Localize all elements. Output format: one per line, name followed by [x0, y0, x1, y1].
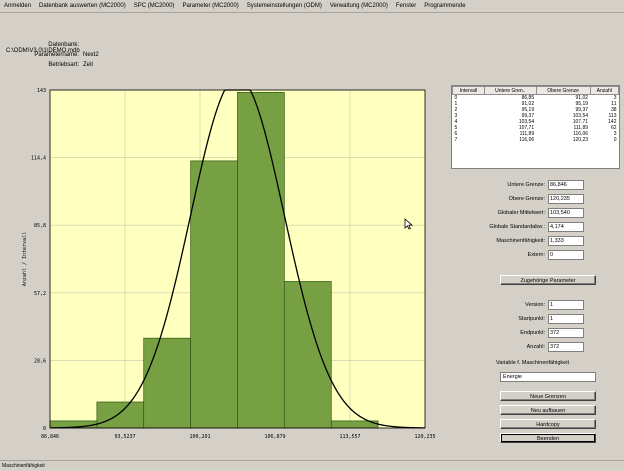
- mode-info: Betriebsart: Zeit: [6, 62, 136, 68]
- menu-spc[interactable]: SPC (MC2000): [130, 3, 179, 9]
- table-cell: 7: [453, 137, 485, 143]
- close-button[interactable]: Beenden: [500, 433, 596, 443]
- menu-anmelden[interactable]: Anmelden: [0, 3, 35, 9]
- menu-verwaltung[interactable]: Verwaltung (MC2000): [326, 3, 392, 9]
- menu-bar: Anmelden Datenbank auswerten (MC2000) SP…: [0, 0, 624, 13]
- machine-capability-row: Maschinenfähigkeit: 1,333: [460, 236, 620, 246]
- table-header-cell[interactable]: Intervall: [453, 87, 485, 95]
- mode-label: Betriebsart:: [6, 62, 79, 68]
- external-field[interactable]: 0: [548, 250, 584, 260]
- startpoint-field[interactable]: 1: [548, 314, 584, 324]
- y-tick-labels: 0 28,6 57,2 85,8 114,4 143: [31, 88, 46, 432]
- version-row: Version: 1: [460, 300, 620, 310]
- x-tick-label: 86,846: [41, 434, 59, 440]
- global-mean-label: Globaler Mittelwert:: [460, 210, 548, 216]
- histogram-bar: [144, 338, 191, 428]
- external-label: Extern:: [460, 252, 548, 258]
- menu-parameter[interactable]: Parameter (MC2000): [178, 3, 242, 9]
- global-mean-field[interactable]: 103,540: [548, 208, 584, 218]
- global-mean-row: Globaler Mittelwert: 103,540: [460, 208, 620, 218]
- table-cell: 116,06: [484, 137, 536, 143]
- table-header: Intervall Untere Gren.. Obere Grenze Anzahl: [453, 87, 619, 95]
- histogram-bar: [97, 402, 144, 428]
- startpoint-row: Startpunkt: 1: [460, 314, 620, 324]
- table-header-cell[interactable]: Obere Grenze: [536, 87, 590, 95]
- x-tick-label: 93,5237: [114, 434, 135, 440]
- y-tick-label: 114,4: [31, 156, 46, 162]
- lower-limit-row: Untere Grenze: 86,846: [460, 180, 620, 190]
- endpoint-field[interactable]: 372: [548, 328, 584, 338]
- endpoint-row: Endpunkt: 372: [460, 328, 620, 338]
- parameter-label: Parametername:: [6, 52, 79, 58]
- global-std-label: Globale Standardabw.:: [460, 224, 548, 230]
- histogram-bar: [191, 161, 238, 428]
- table-row[interactable]: 7 116,06 120,23 0: [453, 137, 619, 143]
- table-cell: 120,23: [536, 137, 590, 143]
- startpoint-label: Startpunkt:: [460, 316, 548, 322]
- count-label: Anzahl:: [460, 344, 548, 350]
- global-std-row: Globale Standardabw.: 4,174: [460, 222, 620, 232]
- y-axis-label: Anzahl / Intervall: [22, 232, 28, 286]
- upper-limit-row: Obere Grenze: 120,235: [460, 194, 620, 204]
- menu-fenster[interactable]: Fenster: [392, 3, 420, 9]
- y-tick-label: 85,8: [34, 223, 46, 229]
- related-parameters-button[interactable]: Zugehörige Parameter: [500, 275, 596, 285]
- table-header-cell[interactable]: Anzahl: [590, 87, 618, 95]
- global-std-field[interactable]: 4,174: [548, 222, 584, 232]
- menu-datenbank-auswerten[interactable]: Datenbank auswerten (MC2000): [35, 3, 130, 9]
- interval-table[interactable]: Intervall Untere Gren.. Obere Grenze Anzahl…: [451, 85, 620, 169]
- version-label: Version:: [460, 302, 548, 308]
- lower-limit-field[interactable]: 86,846: [548, 180, 584, 190]
- parameter-info: Parametername: Next2: [6, 52, 136, 58]
- x-tick-label: 100,201: [189, 434, 210, 440]
- menu-programmende[interactable]: Programmende: [420, 3, 469, 9]
- y-tick-label: 57,2: [34, 291, 46, 297]
- y-tick-label: 28,6: [34, 358, 46, 364]
- external-row: Extern: 0: [460, 250, 620, 260]
- y-tick-label: 0: [43, 426, 46, 432]
- mouse-pointer-icon: [404, 218, 413, 230]
- table-cell: 0: [590, 137, 618, 143]
- x-tick-label: 113,557: [339, 434, 360, 440]
- table-body: 0 86,85 91,02 3 1 91,02 95,19 11 2 95,19 99,37 38 3 9…: [453, 95, 619, 144]
- x-tick-label: 120,235: [414, 434, 435, 440]
- histogram-chart: 0 28,6 57,2 85,8 114,4 143 86,846 93,5237 100,2…: [0, 80, 445, 450]
- x-tick-label: 106,879: [264, 434, 285, 440]
- upper-limit-field[interactable]: 120,235: [548, 194, 584, 204]
- new-limits-button[interactable]: Neue Grenzen: [500, 391, 596, 401]
- histogram-bar: [237, 92, 284, 428]
- hardcopy-button[interactable]: Hardcopy: [500, 419, 596, 429]
- histogram-svg: 0 28,6 57,2 85,8 114,4 143 86,846 93,5237 100,2…: [0, 80, 445, 450]
- histogram-bar: [284, 281, 331, 428]
- count-row: Anzahl: 372: [460, 342, 620, 352]
- machine-capability-field[interactable]: 1,333: [548, 236, 584, 246]
- variable-field[interactable]: Energie: [500, 372, 596, 382]
- status-bar: Maschinenfähigkeit: [0, 460, 624, 471]
- upper-limit-label: Obere Grenze:: [460, 196, 548, 202]
- count-field[interactable]: 372: [548, 342, 584, 352]
- rebuild-button[interactable]: Neu aufbauen: [500, 405, 596, 415]
- table-header-cell[interactable]: Untere Gren..: [484, 87, 536, 95]
- x-tick-labels: 86,846 93,5237 100,201 106,879 113,557 120,23…: [41, 434, 436, 440]
- endpoint-label: Endpunkt:: [460, 330, 548, 336]
- variable-label: Variable f. Maschinenfähigkeit: [496, 360, 616, 366]
- parameter-name: Next2: [83, 52, 99, 58]
- machine-capability-label: Maschinenfähigkeit:: [460, 238, 548, 244]
- lower-limit-label: Untere Grenze:: [460, 182, 548, 188]
- mode-value: Zeit: [83, 62, 93, 68]
- menu-systemeinstellungen[interactable]: Systemeinstellungen (ODM): [243, 3, 326, 9]
- version-field[interactable]: 1: [548, 300, 584, 310]
- y-tick-label: 143: [37, 88, 46, 94]
